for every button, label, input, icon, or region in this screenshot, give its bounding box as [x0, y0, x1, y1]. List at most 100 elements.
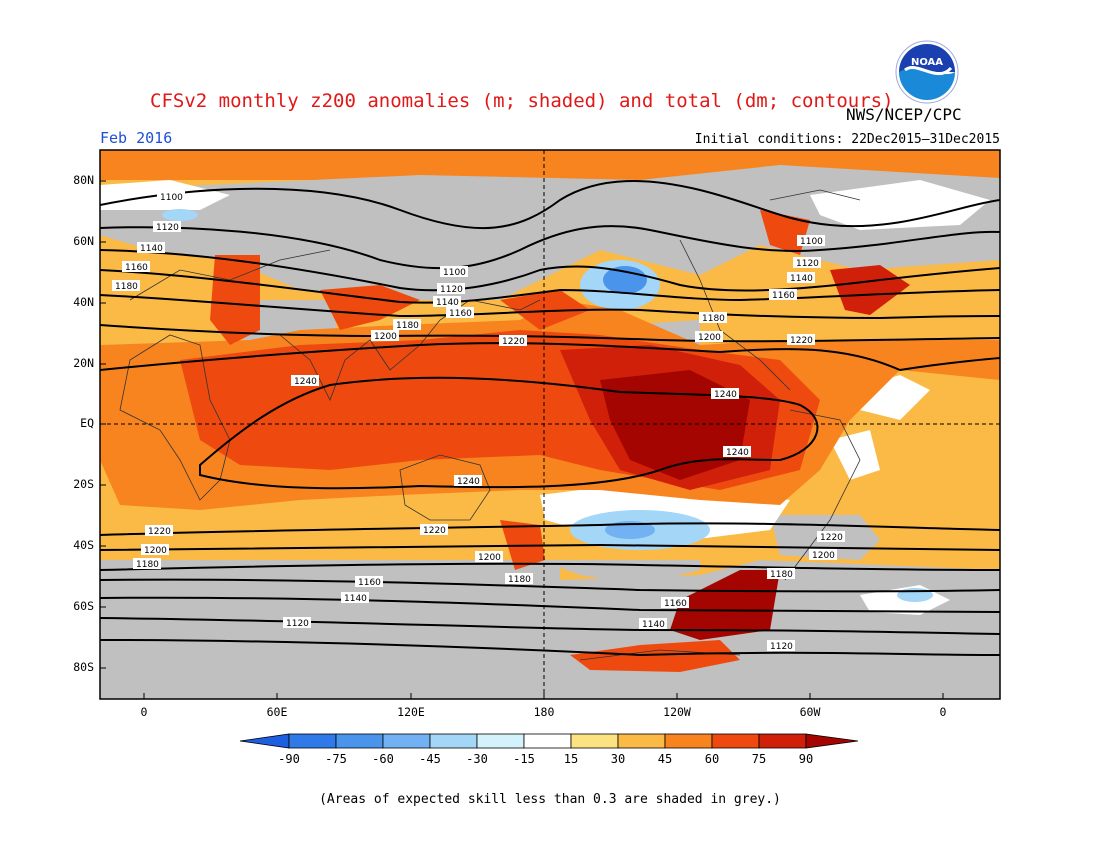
- svg-text:1200: 1200: [698, 333, 721, 343]
- svg-text:1100: 1100: [443, 268, 466, 278]
- contour-label: 1180: [133, 558, 161, 570]
- contour-label: 1180: [505, 573, 533, 585]
- svg-text:1200: 1200: [144, 546, 167, 556]
- svg-text:1140: 1140: [140, 244, 163, 254]
- colorbar-label: 15: [563, 752, 579, 766]
- colorbar-swatch: [429, 733, 478, 749]
- colorbar-label: -15: [513, 752, 535, 766]
- svg-text:1220: 1220: [148, 527, 171, 537]
- contour-label: 1240: [291, 375, 319, 387]
- colorbar-label: -90: [278, 752, 300, 766]
- colorbar-label: 30: [610, 752, 626, 766]
- svg-text:1140: 1140: [436, 298, 459, 308]
- svg-text:1100: 1100: [160, 193, 183, 203]
- svg-text:1180: 1180: [770, 570, 793, 580]
- contour-label: 1160: [122, 261, 150, 273]
- contour-label: 1160: [355, 576, 383, 588]
- svg-text:1220: 1220: [790, 336, 813, 346]
- noaa-logo: NOAA: [895, 40, 959, 104]
- contour-label: 1220: [499, 335, 527, 347]
- svg-text:1240: 1240: [726, 448, 749, 458]
- svg-text:1180: 1180: [702, 314, 725, 324]
- svg-text:1160: 1160: [449, 309, 472, 319]
- svg-text:1120: 1120: [156, 223, 179, 233]
- contour-label: 1200: [141, 544, 169, 556]
- contour-label: 1240: [454, 475, 482, 487]
- colorbar-label: 60: [704, 752, 720, 766]
- svg-text:1160: 1160: [664, 599, 687, 609]
- initial-conditions: Initial conditions: 22Dec2015–31Dec2015: [694, 132, 1000, 147]
- contour-label: 1200: [695, 331, 723, 343]
- colorbar-swatch: [476, 733, 525, 749]
- contour-label: 1140: [639, 618, 667, 630]
- svg-text:NOAA: NOAA: [911, 57, 943, 68]
- lat-label: 40S: [73, 538, 94, 552]
- svg-text:1240: 1240: [457, 477, 480, 487]
- contour-label: 1200: [809, 549, 837, 561]
- contour-label: 1140: [787, 272, 815, 284]
- colorbar-swatch: [570, 733, 619, 749]
- svg-text:1120: 1120: [286, 619, 309, 629]
- lon-label: 120W: [663, 705, 691, 719]
- colorbar-label: -45: [419, 752, 441, 766]
- lat-label: 20S: [73, 477, 94, 491]
- svg-text:1160: 1160: [358, 578, 381, 588]
- svg-text:1240: 1240: [714, 390, 737, 400]
- svg-text:1160: 1160: [125, 263, 148, 273]
- contour-label: 1120: [437, 283, 465, 295]
- lat-label: 20N: [73, 356, 94, 370]
- contour-label: 1100: [797, 235, 825, 247]
- colorbar-label: -30: [466, 752, 488, 766]
- contour-label: 1220: [145, 525, 173, 537]
- contour-label: 1120: [153, 221, 181, 233]
- forecast-month: Feb 2016: [100, 129, 173, 147]
- lon-label: 0: [939, 705, 947, 719]
- lat-label: 80S: [73, 660, 94, 674]
- contour-label: 1160: [446, 307, 474, 319]
- lat-label: 40N: [73, 295, 94, 309]
- contour-label: 1120: [793, 257, 821, 269]
- svg-text:1180: 1180: [136, 560, 159, 570]
- contour-label: 1180: [699, 312, 727, 324]
- colorbar-swatch: [805, 733, 859, 749]
- colorbar-swatch: [664, 733, 713, 749]
- colorbar-swatch: [711, 733, 760, 749]
- lat-label: 80N: [73, 173, 94, 187]
- svg-text:1160: 1160: [772, 291, 795, 301]
- contour-label: 1120: [767, 640, 795, 652]
- contour-label: 1140: [433, 296, 461, 308]
- colorbar-swatch: [288, 733, 337, 749]
- svg-text:1140: 1140: [790, 274, 813, 284]
- svg-text:1220: 1220: [820, 533, 843, 543]
- contour-label: 1200: [371, 330, 399, 342]
- contour-label: 1240: [723, 446, 751, 458]
- contour-label: 1120: [283, 617, 311, 629]
- contour-label: 1220: [787, 334, 815, 346]
- svg-text:1120: 1120: [770, 642, 793, 652]
- contour-label: 1160: [769, 289, 797, 301]
- skill-footnote: (Areas of expected skill less than 0.3 a…: [319, 792, 781, 807]
- lon-label: 60W: [799, 705, 821, 719]
- contour-label: 1220: [817, 531, 845, 543]
- svg-text:1220: 1220: [502, 337, 525, 347]
- colorbar-swatch: [523, 733, 572, 749]
- svg-text:1140: 1140: [642, 620, 665, 630]
- contour-labels: 1100 1120 1140 1160 1180 1100 1120 1140 …: [112, 191, 845, 652]
- contour-label: 1180: [393, 319, 421, 331]
- agency-label: NWS/NCEP/CPC: [846, 105, 962, 124]
- contour-label: 1180: [767, 568, 795, 580]
- colorbar-label: 75: [751, 752, 767, 766]
- lon-label: 60E: [266, 705, 288, 719]
- lat-label: 60N: [73, 234, 94, 248]
- svg-text:1120: 1120: [796, 259, 819, 269]
- contour-label: 1180: [112, 280, 140, 292]
- colorbar-swatch: [617, 733, 666, 749]
- contour-label: 1140: [137, 242, 165, 254]
- svg-text:1100: 1100: [800, 237, 823, 247]
- contour-label: 1100: [157, 191, 185, 203]
- svg-text:1180: 1180: [115, 282, 138, 292]
- svg-text:1200: 1200: [478, 553, 501, 563]
- lon-label: 120E: [397, 705, 425, 719]
- colorbar-label: -60: [372, 752, 394, 766]
